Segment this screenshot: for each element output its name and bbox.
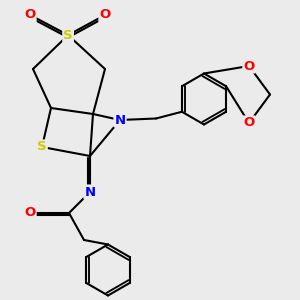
Text: O: O bbox=[99, 8, 111, 22]
Text: O: O bbox=[24, 206, 36, 220]
Text: S: S bbox=[37, 140, 47, 154]
Text: S: S bbox=[63, 28, 73, 42]
Text: N: N bbox=[114, 113, 126, 127]
Text: O: O bbox=[243, 116, 255, 130]
Text: O: O bbox=[24, 8, 36, 22]
Text: O: O bbox=[243, 59, 255, 73]
Text: N: N bbox=[84, 185, 96, 199]
